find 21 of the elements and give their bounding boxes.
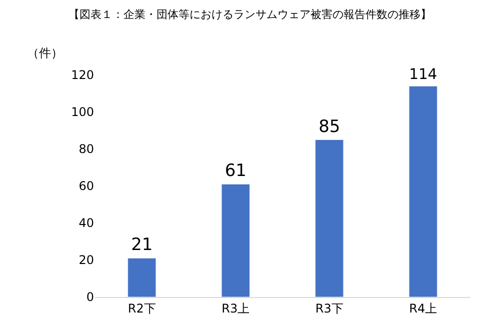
- bar: [315, 140, 344, 297]
- data-label: 85: [318, 116, 340, 137]
- x-tick-label: R4上: [409, 301, 438, 316]
- y-tick-label: 60: [78, 179, 94, 194]
- bar: [221, 184, 250, 297]
- y-tick-label: 80: [78, 142, 94, 156]
- bar: [408, 86, 438, 297]
- x-tick-label: R2下: [128, 301, 156, 316]
- y-tick-label: 20: [78, 253, 94, 268]
- data-label: 114: [409, 66, 438, 83]
- x-tick-label: R3上: [222, 301, 250, 316]
- y-tick-label: 40: [78, 216, 94, 230]
- y-tick-label: 0: [86, 290, 94, 304]
- data-label: 21: [131, 235, 153, 256]
- chart-title: 【図表１：企業・団体等におけるランサムウェア被害の報告件数の推移】: [68, 8, 432, 21]
- y-tick-label: 100: [71, 105, 94, 120]
- bar: [128, 258, 156, 297]
- y-tick-label: 120: [71, 68, 94, 82]
- x-tick-label: R3下: [315, 301, 344, 316]
- data-label: 61: [224, 161, 246, 182]
- y-axis-title: （件）: [27, 46, 63, 60]
